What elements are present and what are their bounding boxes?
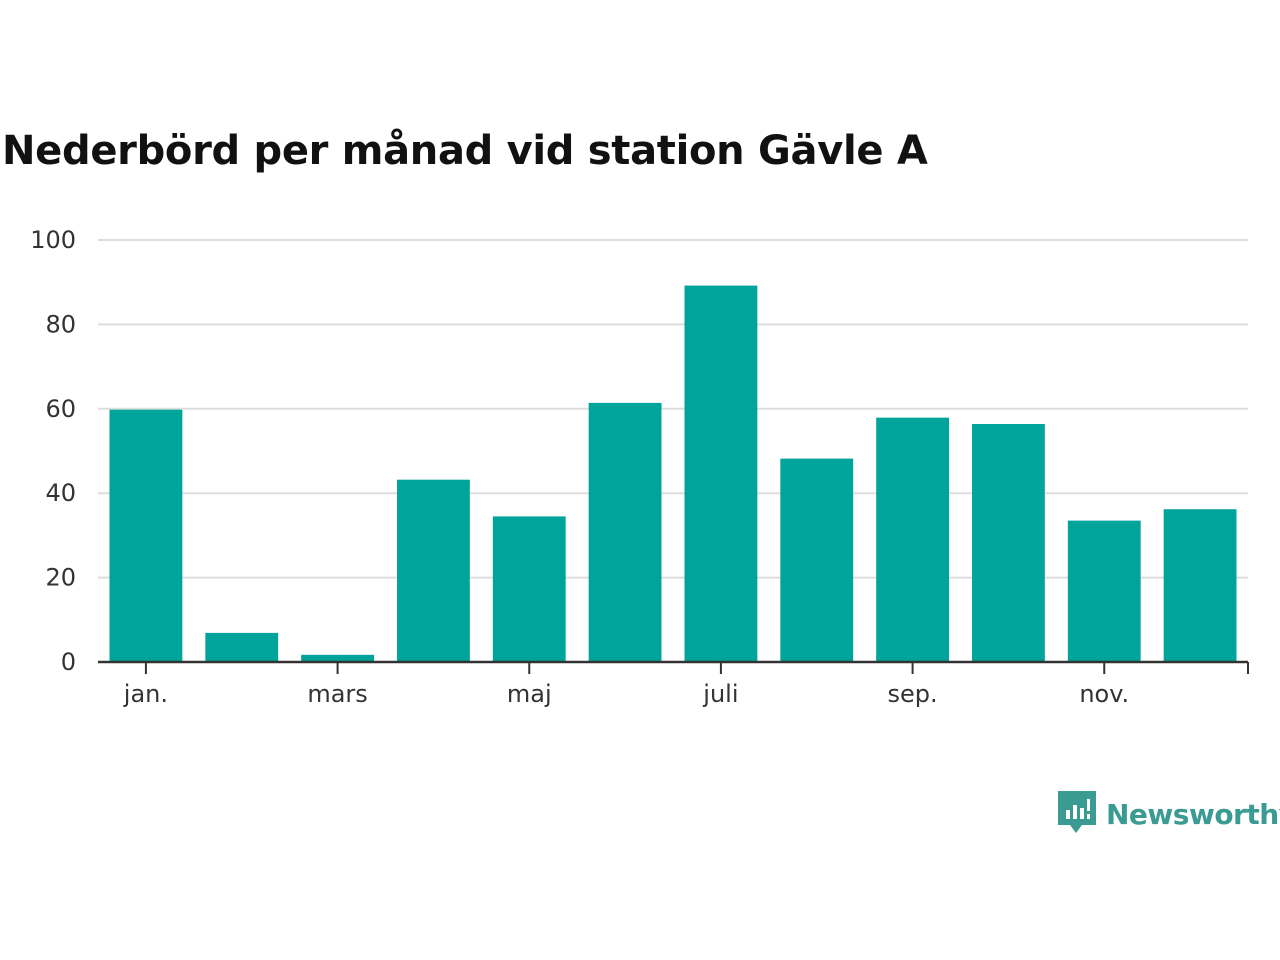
- bar-mars: [301, 654, 374, 662]
- bar-nov: [1067, 520, 1141, 662]
- bar-aug: [780, 458, 854, 662]
- axes: [98, 660, 1249, 674]
- bar-maj: [492, 516, 566, 662]
- bar-sep: [876, 417, 949, 662]
- bar-juli: [684, 285, 758, 662]
- bar-dec: [1163, 509, 1237, 662]
- tick-labels: 0 20 40 60 80 100 jan. mars maj juli sep. nov.: [30, 226, 1129, 708]
- y-tick-label: 100: [30, 226, 76, 254]
- bar-juni: [588, 402, 662, 662]
- newsworthy-brand: Newsworthy: [1058, 790, 1280, 838]
- chart-title: Nederbörd per månad vid station Gävle A: [2, 128, 928, 174]
- x-tick-label: jan.: [123, 680, 168, 708]
- brand-name: Newsworthy: [1106, 797, 1280, 831]
- y-tick-label: 80: [45, 310, 76, 338]
- x-tick-label: maj: [507, 680, 552, 708]
- y-tick-label: 0: [61, 648, 76, 676]
- bars: [109, 285, 1237, 662]
- newsworthy-logo-icon: [1058, 791, 1096, 833]
- x-tick-label: sep.: [888, 680, 938, 708]
- bar-okt: [972, 423, 1045, 662]
- bar-feb: [205, 632, 279, 662]
- bar-apr: [397, 479, 470, 662]
- x-tick-label: nov.: [1079, 680, 1129, 708]
- y-tick-label: 60: [45, 395, 76, 423]
- x-tick-label: mars: [307, 680, 367, 708]
- x-tick-label: juli: [702, 680, 738, 708]
- gridlines: [98, 239, 1248, 579]
- y-tick-label: 20: [45, 564, 76, 592]
- bar-jan: [109, 409, 183, 662]
- y-tick-label: 40: [45, 479, 76, 507]
